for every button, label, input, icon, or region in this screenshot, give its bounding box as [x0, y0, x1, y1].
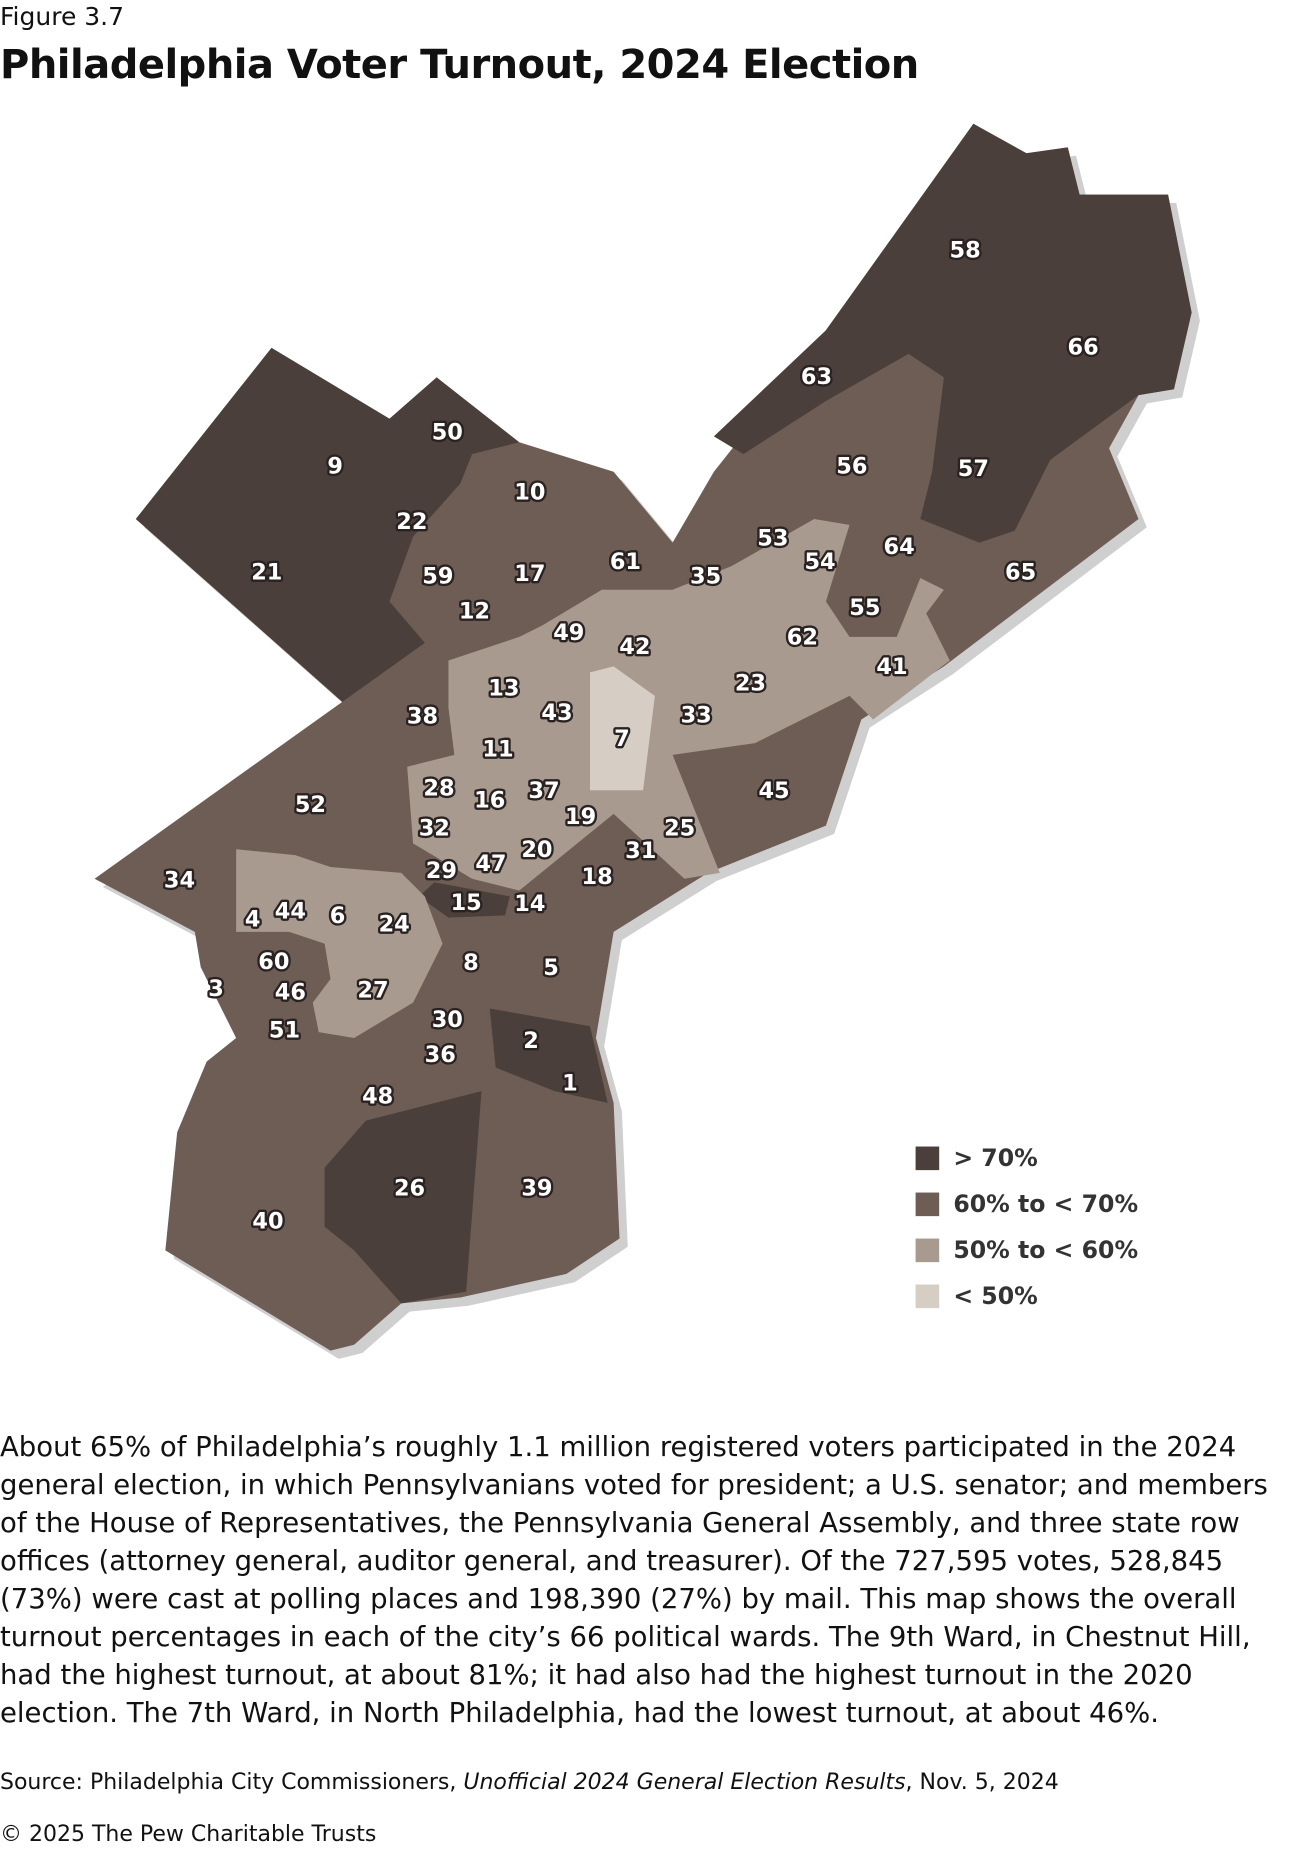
- ward-label: 7: [614, 726, 630, 752]
- legend-swatch: [915, 1238, 940, 1263]
- ward-label: 28: [423, 776, 454, 802]
- figure-label: Figure 3.7: [0, 2, 125, 31]
- ward-label: 6: [330, 903, 346, 929]
- ward-label: 46: [275, 980, 306, 1006]
- ward-label: 17: [514, 561, 545, 587]
- ward-label: 50: [432, 419, 463, 445]
- source-title: Unofficial 2024 General Election Results: [463, 1770, 906, 1795]
- ward-label: 1: [562, 1071, 578, 1097]
- ward-label: 44: [275, 898, 306, 924]
- ward-label: 21: [251, 560, 282, 586]
- ward-label: 55: [849, 595, 880, 621]
- ward-label: 39: [521, 1176, 552, 1202]
- ward-15-area: [418, 882, 510, 918]
- center-city-area: [489, 1008, 608, 1103]
- ward-label: 38: [407, 704, 438, 730]
- ward-label: 11: [482, 737, 513, 763]
- ward-label: 63: [801, 364, 832, 390]
- ward-label: 13: [488, 675, 519, 701]
- ward-label: 49: [553, 620, 584, 646]
- ward-label: 2: [523, 1028, 539, 1054]
- ward-label: 16: [474, 787, 505, 813]
- northeast-area: [713, 123, 1192, 543]
- ward-label: 36: [425, 1042, 456, 1068]
- ward-label: 45: [758, 778, 789, 804]
- ward-label: 53: [757, 526, 788, 552]
- ward-label: 62: [787, 625, 818, 651]
- ward-label: 34: [164, 868, 195, 894]
- northwest-area: [135, 347, 520, 702]
- map: 1234567891011121314151617181920212223242…: [94, 123, 1200, 1359]
- title: Philadelphia Voter Turnout, 2024 Electio…: [0, 42, 919, 88]
- legend-label: > 70%: [953, 1144, 1037, 1172]
- ward-label: 57: [958, 456, 989, 482]
- ward-label: 20: [521, 837, 552, 863]
- ward-label: 27: [357, 977, 388, 1003]
- ward-label: 12: [459, 599, 490, 625]
- legend-label: 50% to < 60%: [953, 1236, 1138, 1264]
- ward-label: 37: [528, 778, 559, 804]
- ward-label: 41: [876, 654, 907, 680]
- ward-label: 25: [664, 816, 695, 842]
- legend-swatch: [915, 1284, 940, 1309]
- legend-swatch: [915, 1192, 940, 1217]
- ward-label: 47: [475, 851, 506, 877]
- legend-swatch: [915, 1146, 940, 1171]
- ward-shapes: [94, 123, 1200, 1359]
- legend-label: 60% to < 70%: [953, 1190, 1138, 1218]
- ward-label: 66: [1068, 334, 1099, 360]
- source-text: Source: Philadelphia City Commissioners,: [0, 1770, 464, 1795]
- ward-label: 10: [514, 480, 545, 506]
- description: About 65% of Philadelphia’s roughly 1.1 …: [0, 1431, 1268, 1729]
- ward-label: 23: [735, 671, 766, 697]
- ward-label: 35: [690, 563, 721, 589]
- ward-label: 26: [394, 1176, 425, 1202]
- source-date: , Nov. 5, 2024: [905, 1770, 1059, 1795]
- ward-label: 48: [362, 1083, 393, 1109]
- ward-label: 30: [432, 1007, 463, 1033]
- west-area: [236, 849, 443, 1039]
- ward-label: 65: [1005, 560, 1036, 586]
- source: Source: Philadelphia City Commissioners,…: [0, 1770, 1059, 1795]
- ward-label: 24: [379, 911, 410, 937]
- ward-label: 5: [543, 955, 559, 981]
- ward-label: 19: [565, 804, 596, 830]
- copyright: © 2025 The Pew Charitable Trusts: [0, 1822, 377, 1847]
- legend: > 70% 60% to < 70% 50% to < 60% < 50%: [915, 1144, 1138, 1310]
- ward-label: 60: [258, 949, 289, 975]
- ward-label: 22: [396, 509, 427, 535]
- ward-label: 9: [327, 454, 343, 480]
- ward-label: 18: [582, 864, 613, 890]
- ward-label: 54: [804, 549, 835, 575]
- ward-label: 32: [419, 816, 450, 842]
- ward-label: 64: [883, 534, 914, 560]
- ward-label: 3: [208, 976, 224, 1002]
- ward-label: 40: [252, 1209, 283, 1235]
- ward-label: 8: [463, 950, 479, 976]
- south-area: [324, 1091, 482, 1304]
- ward-label: 29: [426, 858, 457, 884]
- legend-label: < 50%: [953, 1282, 1037, 1310]
- ward-label: 61: [610, 549, 641, 575]
- ward-label: 42: [619, 634, 650, 660]
- ward-label: 4: [245, 907, 261, 933]
- ward-label: 33: [681, 702, 712, 728]
- ward-label: 14: [514, 891, 545, 917]
- ward-label: 59: [422, 563, 453, 589]
- ward-labels: 1234567891011121314151617181920212223242…: [162, 235, 1102, 1237]
- ward-label: 31: [625, 838, 656, 864]
- ward-7-area: [590, 666, 655, 791]
- ward-label: 51: [269, 1017, 300, 1043]
- north-central-area: [407, 518, 950, 891]
- ward-label: 52: [295, 792, 326, 818]
- ward-label: 58: [950, 238, 981, 264]
- ward-label: 15: [451, 890, 482, 916]
- ward-label: 56: [836, 454, 867, 480]
- ward-label: 43: [541, 700, 572, 726]
